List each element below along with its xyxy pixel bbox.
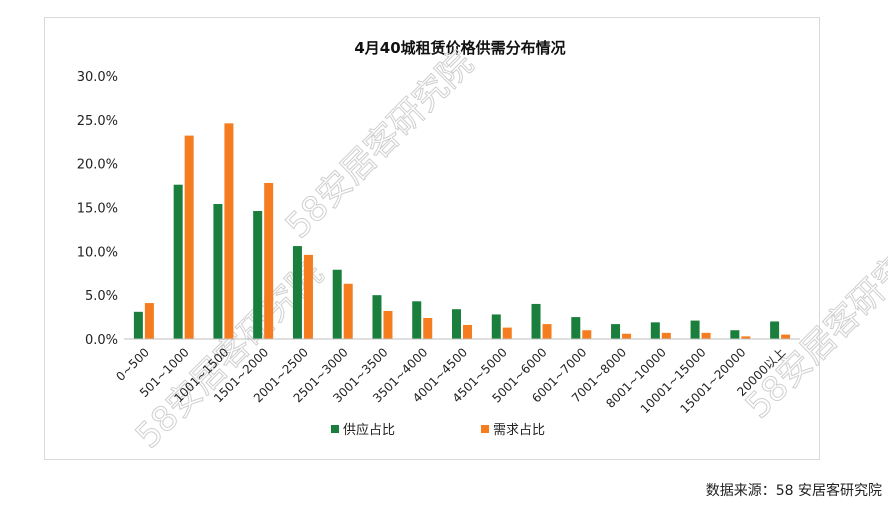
bar-demand	[622, 333, 632, 339]
bar-demand	[661, 332, 671, 339]
bar-supply	[730, 330, 740, 339]
source-note: 数据来源：58 安居客研究院	[705, 483, 882, 499]
bar-supply	[292, 246, 302, 339]
bar-supply	[690, 320, 700, 339]
bars	[133, 123, 791, 339]
bar-supply	[452, 309, 461, 339]
legend-swatch-supply	[331, 425, 339, 433]
bar-demand	[144, 303, 154, 339]
y-tick-label: 5.0%	[85, 289, 118, 304]
y-tick-label: 10.0%	[77, 245, 118, 260]
y-axis: 0.0% 5.0% 10.0% 15.0% 20.0% 25.0% 30.0%	[77, 70, 118, 348]
bar-demand	[701, 332, 711, 339]
watermark-text: 58安居客研究院	[278, 43, 481, 246]
bar-supply	[571, 317, 581, 339]
bar-supply	[253, 211, 263, 339]
bar-demand	[264, 182, 274, 339]
y-tick-label: 25.0%	[77, 114, 118, 129]
legend-swatch-demand	[481, 425, 489, 433]
bar-supply	[650, 322, 660, 339]
bar-supply	[372, 295, 382, 339]
bar-demand	[303, 254, 313, 339]
bar-demand	[502, 327, 512, 339]
watermark-text: 58安居客研究院	[738, 223, 888, 426]
bar-supply	[332, 269, 342, 339]
bar-supply	[213, 203, 223, 339]
bar-supply	[491, 314, 501, 339]
y-tick-label: 0.0%	[85, 333, 118, 348]
legend-label-demand: 需求占比	[493, 423, 545, 438]
bar-demand	[423, 317, 433, 339]
bar-demand	[542, 324, 552, 339]
x-tick-label: 0~500	[113, 345, 152, 384]
bar-demand	[582, 330, 592, 339]
bar-supply	[173, 184, 183, 339]
bar-demand	[184, 135, 194, 339]
bar-supply	[412, 301, 422, 339]
bar-demand	[383, 310, 393, 339]
bar-demand	[463, 324, 472, 339]
bar-demand	[343, 283, 353, 339]
y-tick-label: 15.0%	[77, 202, 118, 217]
legend: 供应占比 需求占比	[331, 422, 545, 438]
bar-demand	[781, 334, 791, 339]
bar-supply	[770, 321, 780, 339]
bar-demand	[224, 123, 234, 339]
chart-title: 4月40城租赁价格供需分布情况	[354, 39, 565, 57]
y-tick-label: 20.0%	[77, 158, 118, 173]
chart-frame	[44, 17, 820, 460]
legend-label-supply: 供应占比	[343, 422, 395, 438]
bar-supply	[133, 311, 143, 339]
y-tick-label: 30.0%	[77, 70, 118, 85]
bar-supply	[611, 324, 621, 339]
bar-demand	[741, 336, 751, 339]
bar-supply	[531, 303, 541, 339]
